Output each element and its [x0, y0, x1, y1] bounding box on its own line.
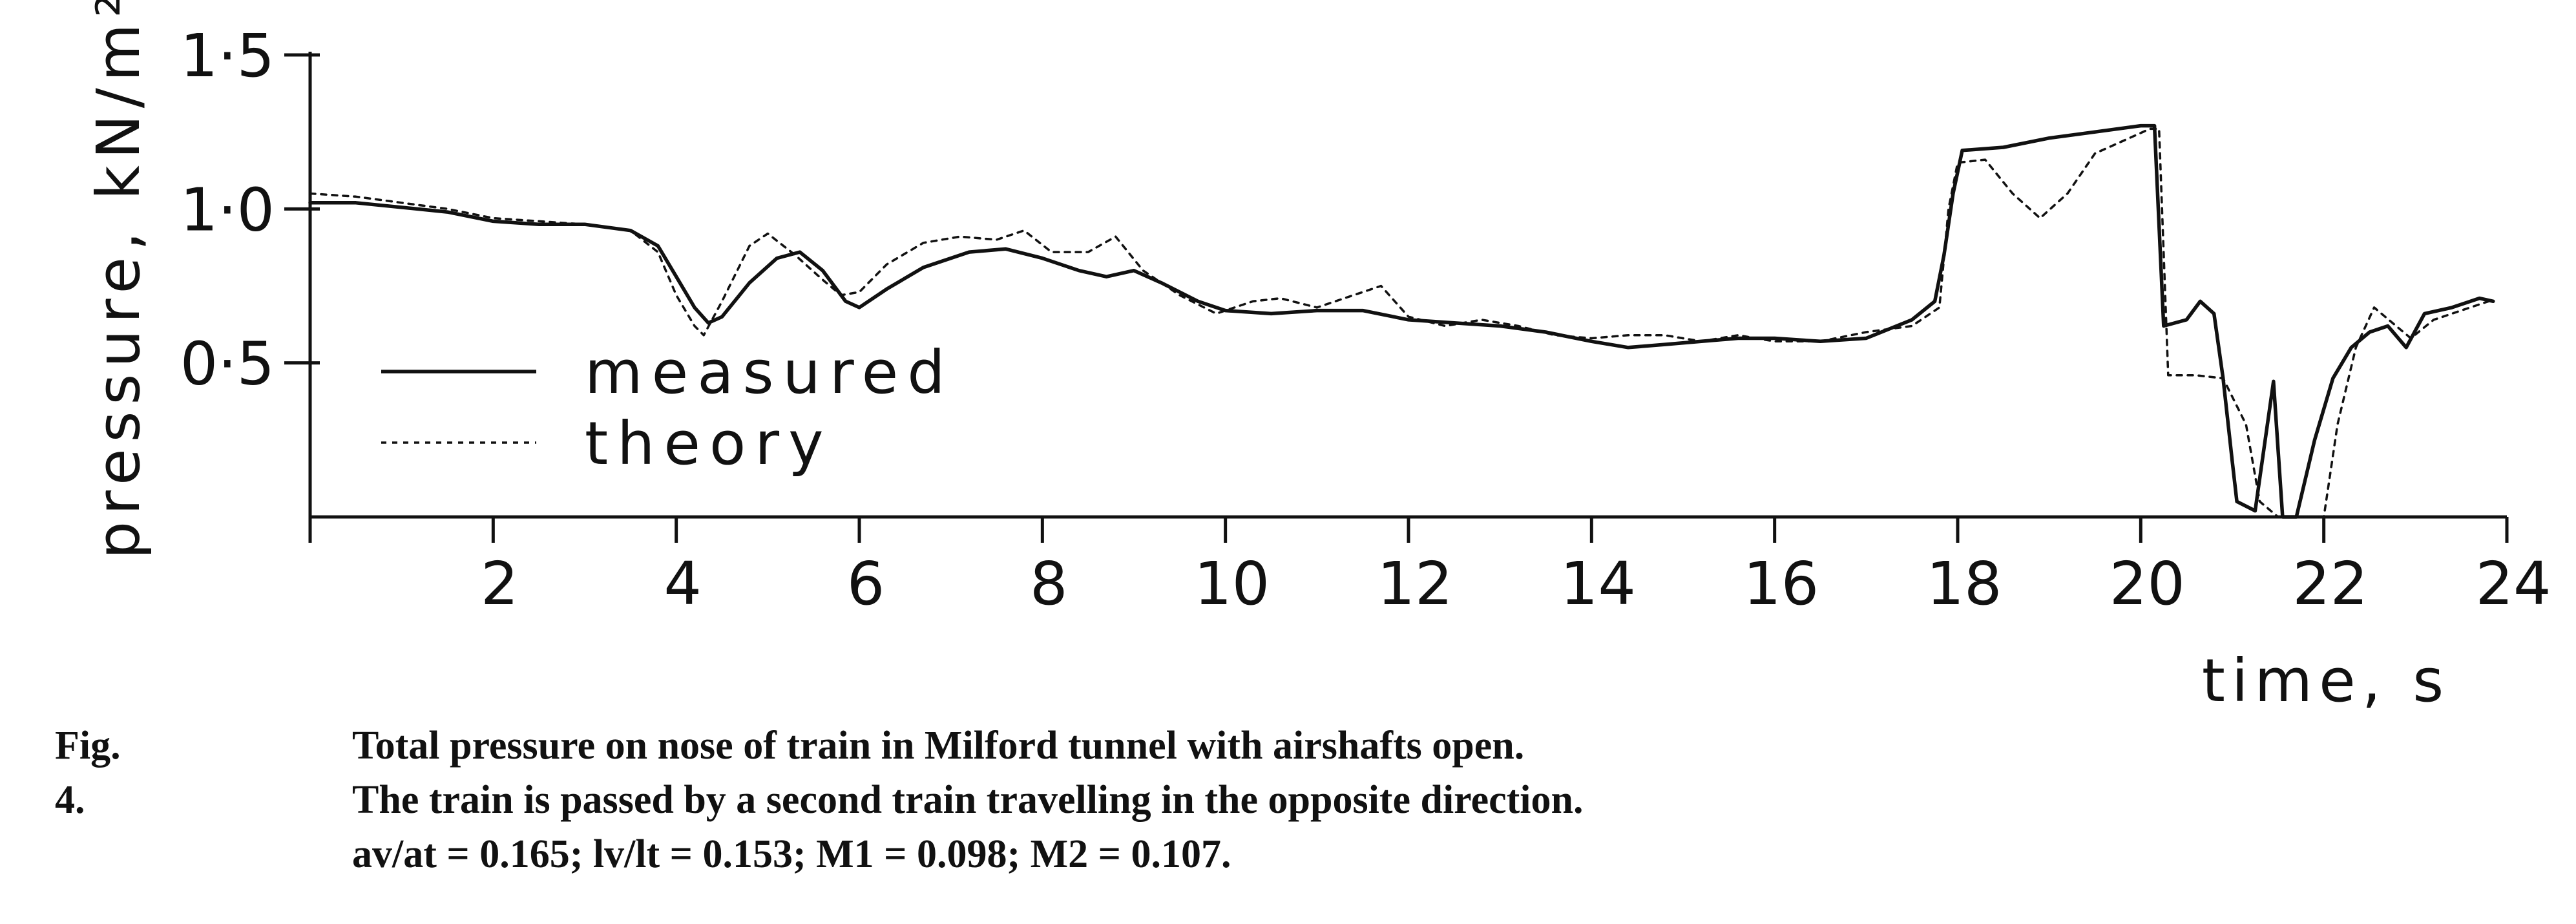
caption-lines: Total pressure on nose of train in Milfo…: [352, 719, 1583, 881]
caption-line-2: The train is passed by a second train tr…: [352, 778, 1584, 822]
x-tick-label: 24: [2475, 549, 2551, 618]
y-tick-label: 0·5: [180, 330, 275, 399]
x-tick-label: 10: [1194, 549, 1270, 618]
series-line-measured: [308, 123, 2495, 519]
x-tick-label: 4: [664, 549, 702, 618]
caption-line-3: av/at = 0.165; lv/lt = 0.153; M1 = 0.098…: [352, 832, 1231, 876]
caption-line-1: Total pressure on nose of train in Milfo…: [352, 724, 1525, 768]
legend-label-measured: measured: [585, 338, 954, 407]
figure-label: Fig. 4.: [55, 724, 121, 822]
series-layer: [308, 123, 2495, 519]
x-axis-title: time, s: [2202, 646, 2450, 711]
legend-label-theory: theory: [585, 409, 833, 478]
x-tick-label: 14: [1560, 549, 1636, 618]
x-tick-label: 2: [481, 549, 519, 618]
x-tick-label: 16: [1743, 549, 1819, 618]
y-tick-label: 1·5: [180, 21, 275, 90]
x-tick-label: 22: [2292, 549, 2368, 618]
x-tick-label: 18: [1926, 549, 2002, 618]
x-tick-label: 12: [1377, 549, 1452, 618]
x-tick-label: 20: [2110, 549, 2185, 618]
y-tick-label: 1·0: [180, 175, 275, 244]
y-axis-title: pressure, kN/m²: [84, 0, 153, 559]
x-tick-label: 6: [847, 549, 885, 618]
x-tick-label: 8: [1030, 549, 1068, 618]
